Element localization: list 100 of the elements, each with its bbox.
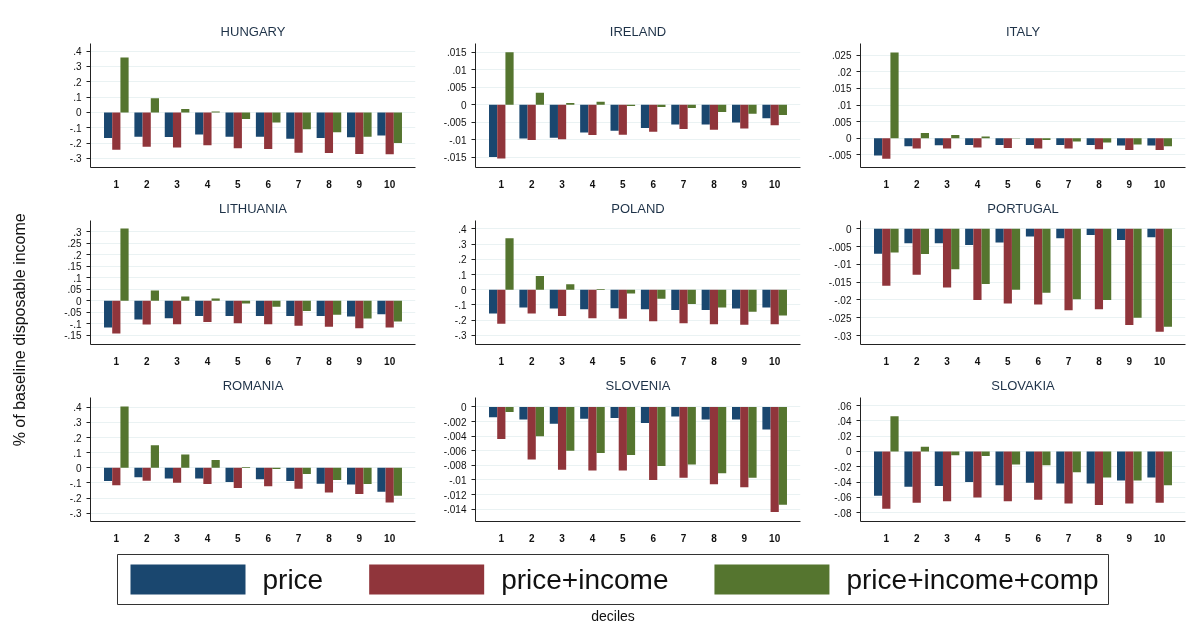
bar <box>363 467 372 484</box>
y-tick-label: .25 <box>67 238 82 250</box>
bar <box>527 104 536 140</box>
bar <box>1042 451 1051 466</box>
bar <box>580 104 589 133</box>
bar <box>225 300 234 317</box>
y-tick-label: 0 <box>75 462 82 474</box>
bar <box>649 104 658 132</box>
bar <box>164 467 173 479</box>
bar <box>211 460 220 468</box>
y-tick-label: .1 <box>73 92 82 104</box>
bar <box>671 289 680 311</box>
y-tick-label: -.014 <box>443 504 467 516</box>
bar <box>1103 451 1112 478</box>
bar <box>324 300 334 327</box>
y-tick-label: -.006 <box>443 445 467 457</box>
bar <box>255 300 265 317</box>
x-tick-label: 8 <box>711 532 718 544</box>
x-tick-label: 10 <box>1154 532 1166 544</box>
bar <box>1003 138 1012 148</box>
x-tick-label: 2 <box>528 532 535 544</box>
y-tick-label: -.03 <box>834 330 852 342</box>
bar <box>1003 451 1012 502</box>
bar <box>316 300 325 317</box>
bar <box>740 289 749 325</box>
x-tick-label: 5 <box>235 532 242 544</box>
bar <box>1064 138 1073 149</box>
bar <box>1056 451 1065 484</box>
x-tick-label: 6 <box>650 355 657 367</box>
bar <box>225 112 234 137</box>
y-tick-label: -.1 <box>69 477 82 489</box>
bar <box>1117 138 1126 146</box>
x-tick-label: 1 <box>113 355 120 367</box>
bar <box>679 289 688 324</box>
y-tick-label: -.02 <box>834 461 852 473</box>
bar <box>316 112 325 139</box>
y-tick-label: .1 <box>458 269 467 281</box>
chart-title: ITALY <box>1005 23 1041 39</box>
bar <box>1086 451 1095 484</box>
bar <box>610 289 619 309</box>
x-tick-label: 7 <box>680 532 687 544</box>
bar <box>701 289 710 311</box>
x-tick-label: 2 <box>913 178 920 190</box>
x-tick-label: 9 <box>741 355 748 367</box>
x-tick-label: 1 <box>113 178 120 190</box>
x-tick-label: 1 <box>113 532 120 544</box>
x-tick-label: 2 <box>528 355 535 367</box>
bar <box>610 104 619 131</box>
x-tick-label: 6 <box>265 178 272 190</box>
bar <box>203 467 212 484</box>
y-tick-label: -.3 <box>69 153 82 165</box>
y-tick-label: .15 <box>67 261 82 273</box>
y-tick-label: .1 <box>73 447 82 459</box>
bar <box>164 112 173 138</box>
bar <box>294 300 303 326</box>
chart-title: SLOVAKIA <box>991 377 1055 393</box>
y-tick-label: .3 <box>73 417 82 429</box>
x-tick-label: 2 <box>913 355 920 367</box>
y-tick-label: .04 <box>837 415 852 427</box>
bar <box>377 112 386 136</box>
bar <box>150 98 159 113</box>
y-tick-label: -.01 <box>449 134 467 146</box>
bar <box>302 467 311 475</box>
bar <box>286 300 295 317</box>
y-tick-label: -.005 <box>828 149 852 161</box>
bar <box>104 467 113 482</box>
bar <box>1056 138 1065 145</box>
x-tick-label: 9 <box>1126 355 1133 367</box>
bar <box>549 289 558 309</box>
bar <box>762 104 771 119</box>
y-tick-label: -.05 <box>64 307 82 319</box>
y-tick-label: -.01 <box>834 259 852 271</box>
bar <box>942 451 952 502</box>
y-tick-label: -.15 <box>64 330 82 342</box>
bar <box>195 300 204 317</box>
bar <box>324 467 334 493</box>
bar <box>965 138 974 145</box>
x-tick-label: 2 <box>528 178 535 190</box>
bar <box>527 289 536 314</box>
bar <box>732 104 741 123</box>
y-tick-label: .4 <box>73 46 82 58</box>
x-tick-label: 9 <box>1126 178 1133 190</box>
y-tick-label: .015 <box>447 47 467 59</box>
bar <box>294 467 303 489</box>
y-tick-label: .025 <box>832 50 852 62</box>
x-tick-label: 5 <box>1005 355 1012 367</box>
bar <box>225 467 234 482</box>
bar <box>150 445 159 468</box>
y-axis-title: % of baseline disposable income <box>11 213 29 447</box>
bar <box>882 451 891 509</box>
bar <box>1025 138 1035 145</box>
bar <box>732 289 741 309</box>
bar <box>172 300 182 325</box>
x-tick-label: 2 <box>143 178 150 190</box>
bar <box>316 467 325 484</box>
bar <box>973 451 982 498</box>
bar <box>497 289 506 324</box>
bar <box>1072 451 1081 473</box>
y-tick-label: -.025 <box>828 312 852 324</box>
bar <box>718 104 727 112</box>
